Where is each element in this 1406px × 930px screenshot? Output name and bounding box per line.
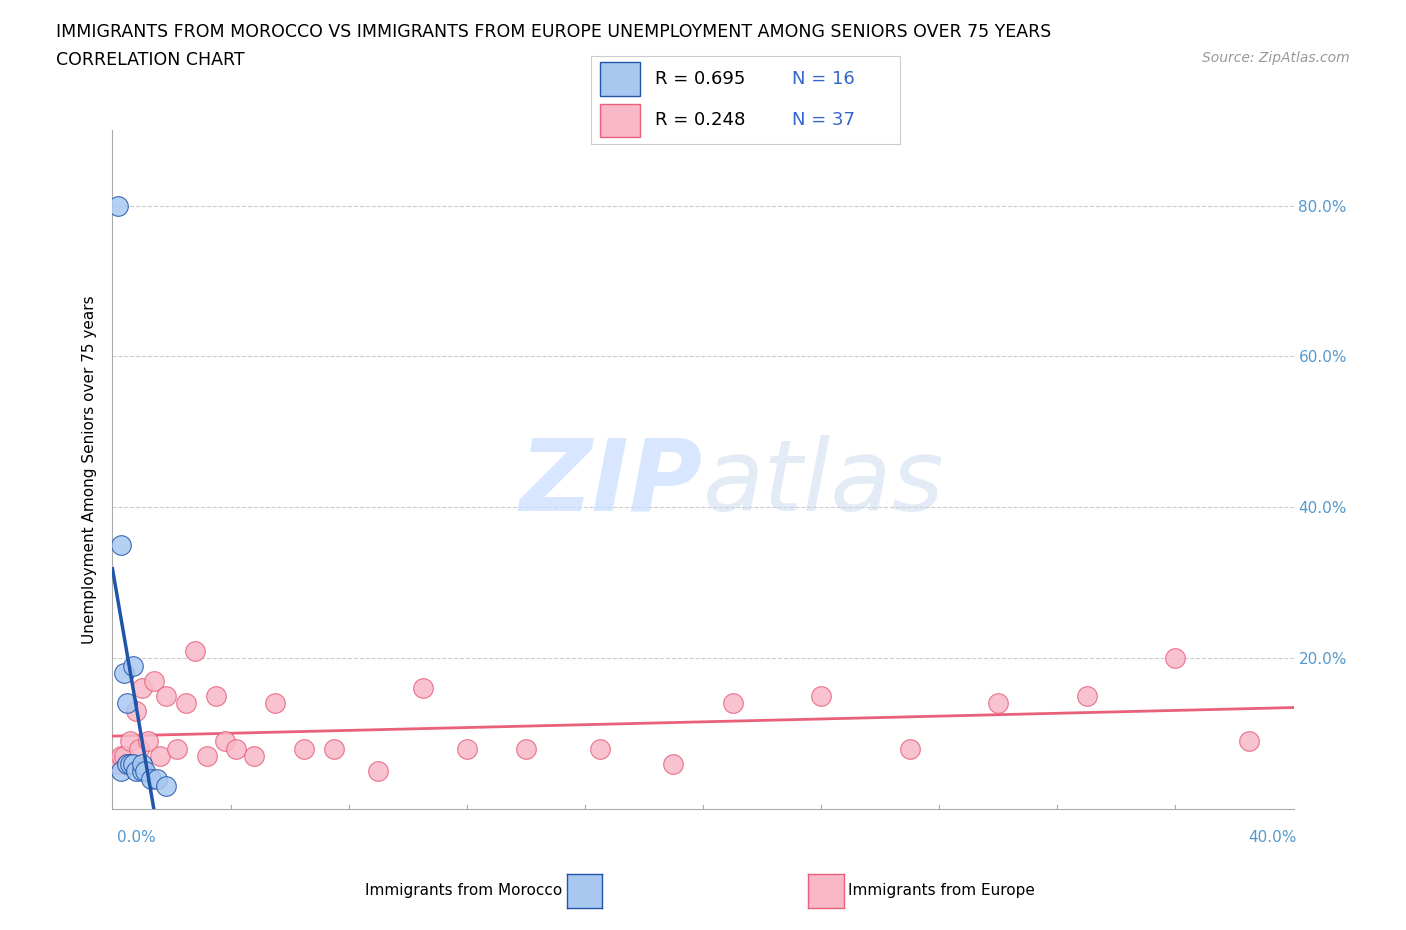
Point xyxy=(515,741,537,756)
Text: N = 16: N = 16 xyxy=(792,70,855,87)
Point xyxy=(184,644,207,658)
Text: 40.0%: 40.0% xyxy=(1249,830,1296,844)
Point xyxy=(125,704,148,719)
Point xyxy=(134,764,156,778)
Bar xyxy=(600,103,640,137)
Point xyxy=(174,696,197,711)
Point xyxy=(264,696,287,711)
Y-axis label: Unemployment Among Seniors over 75 years: Unemployment Among Seniors over 75 years xyxy=(82,296,97,644)
Point xyxy=(292,741,315,756)
Point xyxy=(987,696,1010,711)
Text: R = 0.248: R = 0.248 xyxy=(655,112,745,129)
Point xyxy=(225,741,247,756)
Point xyxy=(120,756,142,771)
Text: atlas: atlas xyxy=(703,434,945,532)
Point xyxy=(131,756,153,771)
Point xyxy=(411,681,433,696)
Point xyxy=(131,764,153,778)
Point xyxy=(112,666,135,681)
Text: N = 37: N = 37 xyxy=(792,112,855,129)
Point xyxy=(1164,651,1187,666)
Point xyxy=(128,741,150,756)
Point xyxy=(205,688,228,703)
Point xyxy=(107,198,129,213)
Point xyxy=(166,741,188,756)
Text: Source: ZipAtlas.com: Source: ZipAtlas.com xyxy=(1202,51,1350,65)
Point xyxy=(662,756,685,771)
Point xyxy=(146,772,169,787)
Point xyxy=(142,673,165,688)
Text: Immigrants from Morocco: Immigrants from Morocco xyxy=(366,884,562,898)
Point xyxy=(122,756,145,771)
Point xyxy=(131,681,153,696)
Point xyxy=(155,779,177,794)
Point xyxy=(117,696,138,711)
Point xyxy=(149,749,172,764)
Point xyxy=(110,538,132,552)
Text: IMMIGRANTS FROM MOROCCO VS IMMIGRANTS FROM EUROPE UNEMPLOYMENT AMONG SENIORS OVE: IMMIGRANTS FROM MOROCCO VS IMMIGRANTS FR… xyxy=(56,23,1052,41)
Point xyxy=(721,696,744,711)
Point xyxy=(214,734,236,749)
Bar xyxy=(600,62,640,96)
Point xyxy=(107,756,129,771)
Point xyxy=(810,688,832,703)
Point xyxy=(122,756,145,771)
Point xyxy=(110,749,132,764)
Point xyxy=(136,734,159,749)
Point xyxy=(195,749,218,764)
Point xyxy=(112,749,135,764)
Point xyxy=(139,772,162,787)
Point xyxy=(323,741,346,756)
Point xyxy=(125,764,148,778)
Text: R = 0.695: R = 0.695 xyxy=(655,70,745,87)
Point xyxy=(367,764,389,778)
Point xyxy=(120,734,142,749)
Text: Immigrants from Europe: Immigrants from Europe xyxy=(848,884,1035,898)
Point xyxy=(117,756,138,771)
Point xyxy=(155,688,177,703)
Text: 0.0%: 0.0% xyxy=(117,830,156,844)
Point xyxy=(1239,734,1261,749)
Text: CORRELATION CHART: CORRELATION CHART xyxy=(56,51,245,69)
Point xyxy=(898,741,921,756)
Text: ZIP: ZIP xyxy=(520,434,703,532)
Point xyxy=(110,764,132,778)
Point xyxy=(588,741,610,756)
Point xyxy=(456,741,478,756)
Point xyxy=(1076,688,1098,703)
Point xyxy=(122,658,145,673)
Point xyxy=(117,756,138,771)
Point xyxy=(243,749,266,764)
